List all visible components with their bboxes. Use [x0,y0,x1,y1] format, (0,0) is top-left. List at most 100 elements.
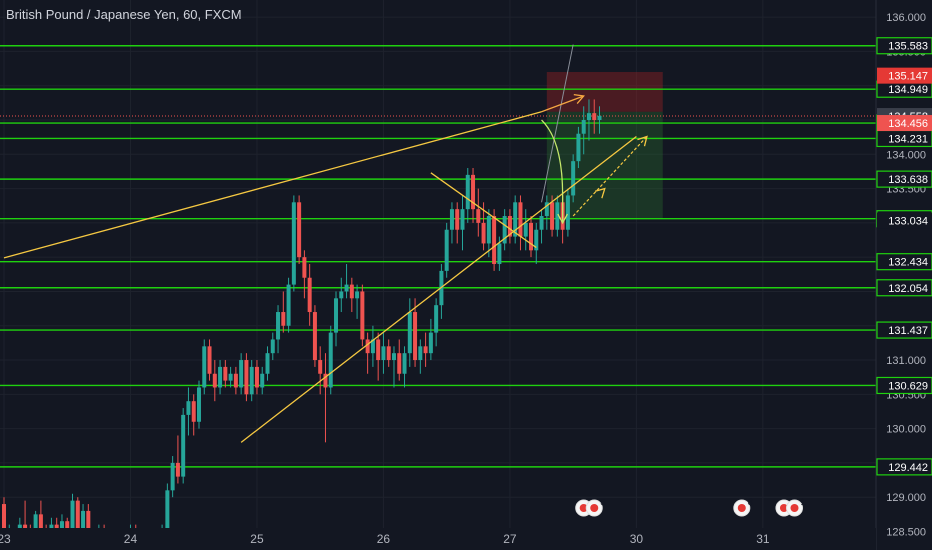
x-tick-label: 24 [124,532,138,546]
candle-body [407,312,412,354]
price-tag-label: 134.456 [888,118,928,130]
candle-body [38,514,43,535]
candle-body [75,500,80,539]
candle-body [334,298,339,333]
price-tag-label: 133.034 [888,216,928,228]
candle-body [328,332,333,388]
candle-body [291,202,296,285]
candle-body [376,339,381,361]
candle-body [207,346,212,374]
candle-body [228,373,233,381]
candle-body [370,339,375,354]
x-tick-label: 25 [250,532,264,546]
channel-arrow-head [594,187,606,199]
x-tick-label: 27 [503,532,517,546]
candle-body [239,360,244,388]
candle-body [449,209,454,230]
event-marker-count: 8 [748,497,753,507]
y-tick-label: 131.000 [886,355,926,367]
candle-body [175,462,180,477]
candle-body [550,202,555,230]
candle-body [265,353,270,374]
candle-body [270,339,275,354]
candle-body [423,346,428,354]
candle-body [349,284,354,299]
projection-arrow [572,136,648,217]
candle-body [281,312,286,326]
candle-body [70,500,75,539]
candle-body [586,113,591,121]
y-tick-label: 129.000 [886,492,926,504]
candle-body [254,366,259,388]
candle-body [544,202,549,217]
level-tag-label: 134.949 [888,84,928,96]
candle-body [196,387,201,422]
projection-arrow [541,95,584,113]
upper-trendline [3,111,542,259]
candle-body [518,202,523,237]
candle-body [86,510,91,542]
x-tick-label: 26 [377,532,391,546]
level-tag [876,458,932,476]
candle-body [481,222,486,244]
event-marker-dot [579,504,588,512]
event-marker-count: 1 [801,497,806,507]
candle-body [497,243,502,265]
candle-body [218,366,223,388]
candle-body [33,514,38,539]
price-tag-label: 135.147 [888,71,928,83]
candle-body [381,346,386,361]
x-tick-label: 31 [756,532,770,546]
candle-body [513,202,518,237]
curve-arrow [541,119,564,223]
candle-body [465,174,470,210]
candle-body [476,209,481,223]
candle-body [260,373,265,388]
candle-body [576,133,581,162]
chart-title: British Pound / Japanese Yen, 60, FXCM [6,7,242,22]
candle-body [486,216,491,244]
event-marker-count: 5 [600,497,605,507]
y-tick-label: 136.000 [886,12,926,24]
level-tag-label: 130.629 [888,380,928,392]
projection-arrow-head [637,135,648,147]
candle-body [312,312,317,361]
y-tick-label: 134.000 [886,149,926,161]
curve-arrow-head [557,213,568,225]
x-tick-label: 30 [630,532,644,546]
candle-body [170,462,175,491]
candle-body [539,216,544,230]
y-tick-label: 130.000 [886,424,926,436]
time-axis [0,528,876,550]
candle-body [507,216,512,237]
candle-body [365,339,370,354]
price-tag [877,67,932,84]
candle-body [534,229,539,251]
candle-body [318,360,323,374]
level-tag [876,279,932,297]
level-tag [876,253,932,271]
candle-body [186,401,191,415]
price-tag [877,212,932,229]
candle-body [249,366,254,395]
candle-body [402,353,407,374]
candle-body [212,373,217,388]
x-tick-label: 23 [0,532,11,546]
level-tag-label: 134.231 [888,133,928,145]
candle-body [386,346,391,361]
candle-body [297,202,302,258]
candle-body [471,174,476,210]
candle-body [165,490,170,529]
candle-body [344,284,349,292]
candle-body [492,216,497,265]
y-tick-label: 128.500 [886,526,926,538]
event-marker-dot [590,504,599,512]
candle-body [181,414,186,477]
candle-body [244,360,249,395]
level-tag-label: 135.583 [888,41,928,53]
candle-body [597,115,602,121]
candle-body [191,401,196,422]
candle-body [276,312,281,340]
candle-body [529,222,533,251]
